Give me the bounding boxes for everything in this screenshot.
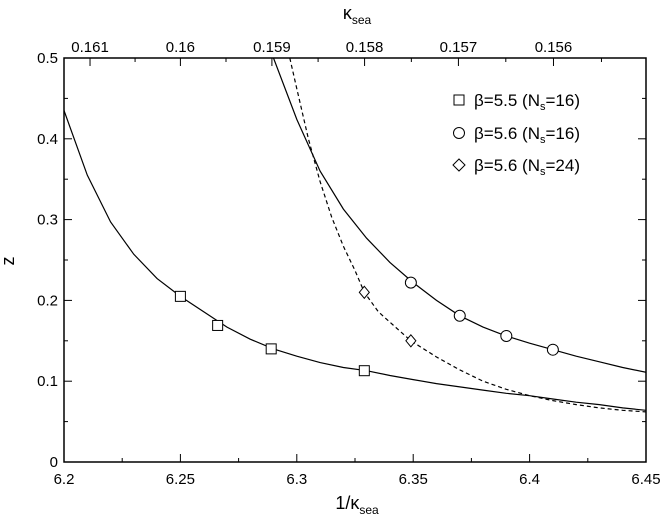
legend-marker-diamond — [452, 158, 466, 172]
legend-label-1-main: β=5.5 (N — [474, 91, 540, 110]
point-diamond — [358, 285, 370, 300]
top-tick-label: 0.156 — [535, 39, 573, 56]
point-square — [265, 343, 277, 355]
data-points — [174, 276, 559, 377]
x-tick-label: 6.45 — [631, 471, 660, 488]
top-tick-label: 0.159 — [253, 39, 291, 56]
y-tick-label: 0.4 — [37, 131, 58, 148]
y-tick-label: 0 — [50, 454, 58, 471]
fit-curve-3 — [289, 58, 646, 413]
y-tick-label: 0.5 — [37, 50, 58, 67]
legend-label-1: β=5.5 (Ns=16) — [474, 91, 580, 113]
legend-label-2-end: =16) — [546, 124, 581, 143]
legend-label-2-sub: s — [540, 134, 546, 146]
x-tick-label: 6.25 — [166, 471, 195, 488]
point-square — [358, 365, 370, 377]
point-square — [212, 319, 224, 331]
y-tick-label: 0.2 — [37, 292, 58, 309]
legend-marker-circle — [453, 127, 465, 139]
point-circle — [453, 309, 466, 322]
legend: β=5.5 (Ns=16) β=5.6 (Ns=16) β=5.6 (Ns=24… — [452, 91, 580, 178]
legend-label-3-end: =24) — [546, 156, 581, 175]
x-axis-title-main: 1/κ — [335, 493, 360, 513]
y-tick-label: 0.3 — [37, 212, 58, 229]
point-circle — [500, 329, 513, 342]
point-square — [174, 290, 186, 302]
plot-frame — [63, 57, 647, 463]
axis-ticks: 6.2 6.25 6.3 6.35 6.4 6.45 0 0.1 0.2 0.3 0.4 0.5 0.1… — [37, 39, 660, 488]
x-tick-label: 6.2 — [54, 471, 75, 488]
legend-marker-square — [453, 94, 465, 106]
x-tick-label: 6.35 — [399, 471, 428, 488]
legend-label-1-end: =16) — [546, 91, 581, 110]
legend-label-2: β=5.6 (Ns=16) — [474, 124, 580, 146]
top-tick-label: 0.16 — [166, 39, 195, 56]
legend-label-3: β=5.6 (Ns=24) — [474, 156, 580, 178]
fit-curves — [64, 58, 646, 413]
y-axis-title: z — [0, 257, 18, 266]
point-circle — [546, 343, 559, 356]
fit-curve-1 — [64, 110, 646, 411]
top-tick-label: 0.158 — [346, 39, 384, 56]
y-tick-label: 0.1 — [37, 373, 58, 390]
legend-label-3-sub: s — [540, 166, 546, 178]
x-axis-title: 1/κsea — [335, 493, 379, 517]
top-axis-title-main: κ — [343, 3, 353, 23]
legend-label-2-main: β=5.6 (N — [474, 124, 540, 143]
x-axis-title-sub: sea — [359, 503, 379, 517]
legend-label-3-main: β=5.6 (N — [474, 156, 540, 175]
x-tick-label: 6.4 — [519, 471, 540, 488]
point-circle — [404, 276, 417, 289]
legend-label-1-sub: s — [540, 101, 546, 113]
top-axis-title: κsea — [343, 3, 372, 27]
top-tick-label: 0.161 — [71, 39, 109, 56]
top-axis-title-sub: sea — [352, 13, 372, 27]
x-tick-label: 6.3 — [286, 471, 307, 488]
top-tick-label: 0.157 — [440, 39, 478, 56]
point-diamond — [405, 334, 417, 348]
